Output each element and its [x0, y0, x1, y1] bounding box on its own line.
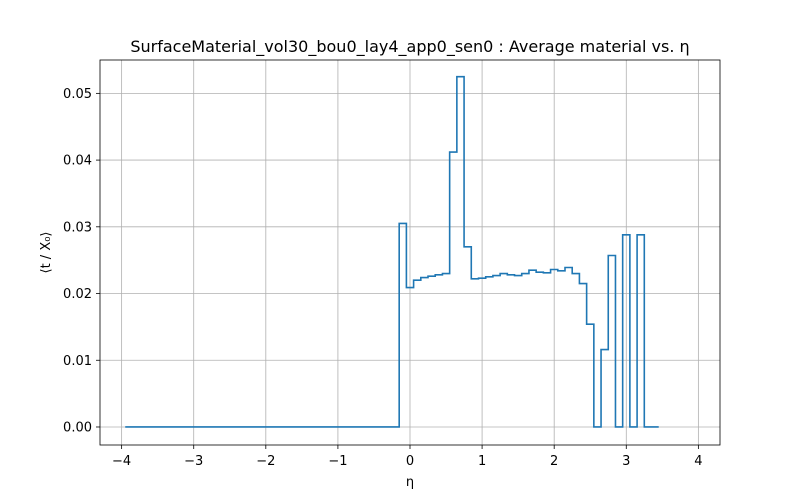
- x-tick-label: −1: [328, 454, 347, 469]
- y-axis-label: ⟨t / X₀⟩: [39, 231, 54, 273]
- grid: [100, 60, 720, 445]
- x-tick-label: −2: [256, 454, 275, 469]
- x-tick-label: 3: [622, 454, 630, 469]
- chart-title: SurfaceMaterial_vol30_bou0_lay4_app0_sen…: [130, 37, 689, 57]
- y-tick-label: 0.02: [63, 287, 92, 302]
- y-tick-label: 0.00: [63, 420, 92, 435]
- plot-area: [125, 75, 659, 428]
- x-tick-label: −4: [112, 454, 131, 469]
- y-tick-label: 0.04: [63, 154, 92, 169]
- x-tick-label: 4: [694, 454, 702, 469]
- y-tick-label: 0.01: [63, 354, 92, 369]
- y-tick-label: 0.05: [63, 87, 92, 102]
- x-tick-label: 1: [478, 454, 486, 469]
- x-tick-label: 0: [406, 454, 414, 469]
- axes-ticks: −4 −3 −2 −1 0 1 2 3 4 0.00 0.01 0.02 0.03 0.04 0.05: [63, 87, 702, 469]
- x-axis-label: η: [406, 475, 414, 490]
- x-tick-label: 2: [550, 454, 558, 469]
- series-line: [125, 75, 659, 428]
- x-tick-label: −3: [184, 454, 203, 469]
- y-tick-label: 0.03: [63, 220, 92, 235]
